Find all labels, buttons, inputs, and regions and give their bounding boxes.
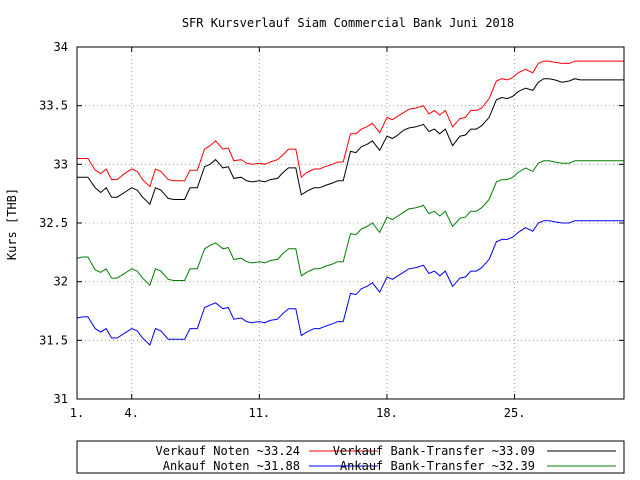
series-line-2 — [76, 220, 624, 346]
series-lines — [76, 60, 624, 346]
y-tick-label: 32 — [54, 275, 68, 289]
y-tick-label: 33.5 — [39, 99, 68, 113]
x-tick-label: 18. — [376, 406, 398, 420]
y-tick-label: 33 — [54, 157, 68, 171]
series-line-1 — [77, 60, 624, 188]
y-tick-label: 34 — [54, 40, 68, 54]
legend: Verkauf Noten ~33.24 Verkauf Bank-Transfe… — [76, 440, 625, 474]
axis-ticks — [76, 46, 624, 400]
x-tick-labels: 1. 4. 11. 18. 25. — [70, 406, 526, 420]
y-tick-labels: 31 31.5 32 32.5 33 33.5 34 — [39, 40, 68, 406]
x-tick-label: 1. — [70, 406, 84, 420]
x-tick-label: 4. — [124, 406, 138, 420]
y-tick-label: 32.5 — [39, 216, 68, 230]
legend-box — [76, 440, 625, 474]
legend-label: Verkauf Noten ~33.24 — [156, 444, 301, 458]
x-tick-label: 11. — [248, 406, 270, 420]
series-line-0 — [77, 78, 624, 206]
y-axis-label: Kurs [THB] — [5, 188, 19, 260]
grid — [77, 47, 624, 399]
legend-label: Ankauf Noten ~31.88 — [163, 459, 300, 473]
x-tick-label: 25. — [504, 406, 526, 420]
chart-title: SFR Kursverlauf Siam Commercial Bank Jun… — [182, 16, 514, 30]
y-tick-label: 31 — [54, 392, 68, 406]
series-line-3 — [76, 160, 624, 287]
legend-label: Verkauf Bank-Transfer ~33.09 — [333, 444, 535, 458]
y-tick-label: 31.5 — [39, 333, 68, 347]
legend-label: Ankauf Bank-Transfer ~32.39 — [340, 459, 535, 473]
